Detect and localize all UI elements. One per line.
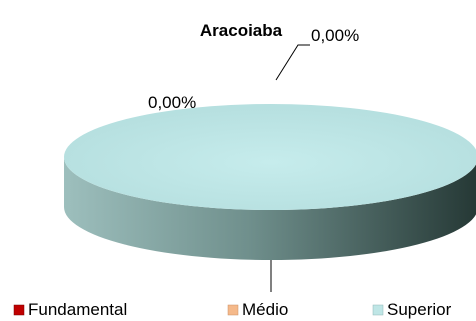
leader-line-fundamental <box>275 44 310 81</box>
legend-item-fundamental: Fundamental <box>13 300 127 319</box>
pie-slice-superior <box>64 104 476 210</box>
legend-swatch-superior <box>372 304 384 316</box>
pie-slice-superior-side <box>64 157 476 260</box>
legend-label-medio: Médio <box>242 300 288 319</box>
chart-title: Aracoiaba <box>200 21 283 40</box>
data-label-medio: 0,00% <box>148 93 196 112</box>
legend-label-superior: Superior <box>387 300 452 319</box>
legend-label-fundamental: Fundamental <box>28 300 127 319</box>
legend-swatch-medio <box>227 304 239 316</box>
legend-item-medio: Médio <box>227 300 288 319</box>
legend: Fundamental Médio Superior <box>13 300 452 319</box>
legend-item-superior: Superior <box>372 300 452 319</box>
legend-swatch-fundamental <box>13 304 25 316</box>
data-label-fundamental: 0,00% <box>311 26 359 45</box>
